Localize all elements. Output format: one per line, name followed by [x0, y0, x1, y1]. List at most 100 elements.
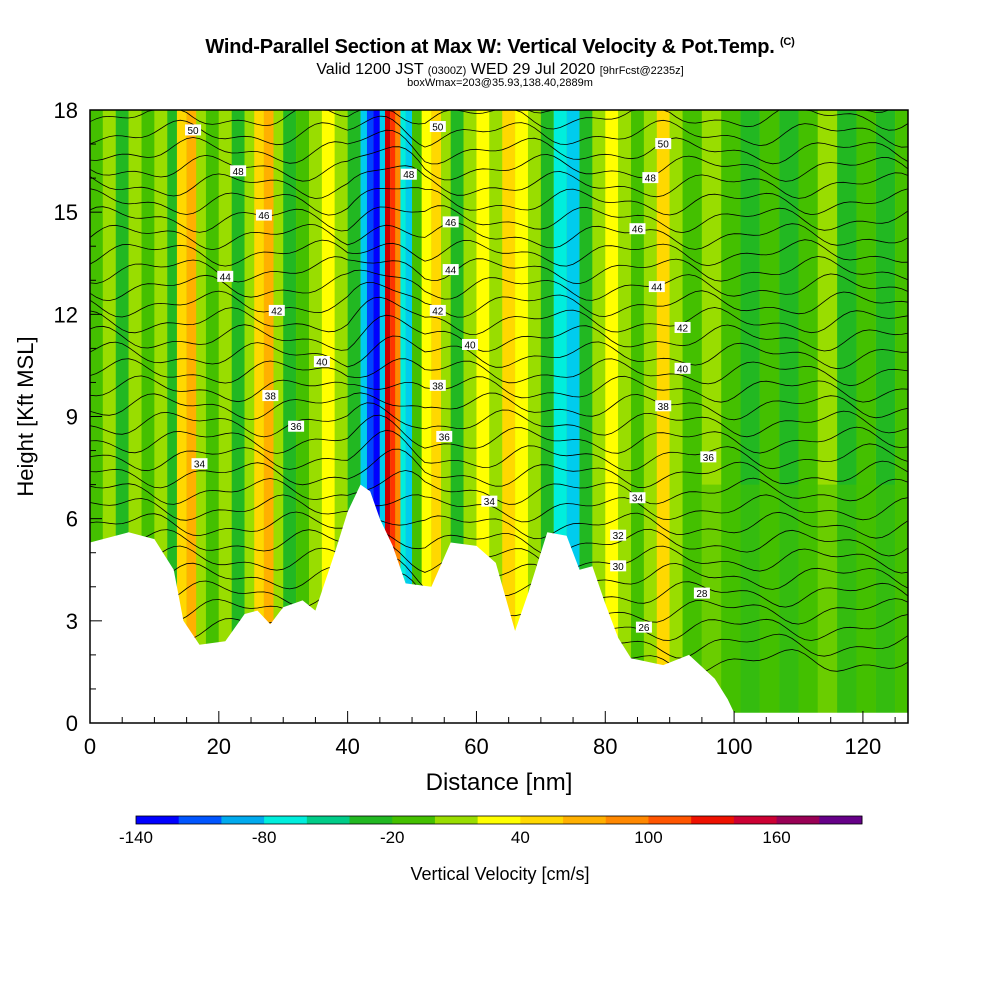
isentrope-label-text: 50 — [658, 140, 670, 151]
y-tick-label: 9 — [66, 405, 78, 430]
x-tick-label: 20 — [207, 734, 231, 759]
velocity-band — [631, 110, 644, 723]
isentrope-line — [89, 269, 909, 302]
colorbar-swatch — [221, 816, 265, 824]
isentrope-label: 36 — [700, 451, 717, 464]
colorbar-swatch — [691, 816, 735, 824]
colorbar-swatch — [477, 816, 521, 824]
isentrope-line — [89, 314, 909, 352]
isentrope-label-text: 32 — [613, 531, 625, 542]
colorbar-swatch — [264, 816, 308, 824]
isentrope-label: 46 — [629, 223, 646, 236]
isentrope-label-text: 48 — [403, 170, 415, 181]
velocity-band — [384, 110, 391, 723]
isentrope-label: 44 — [217, 270, 234, 283]
isentrope-label: 50 — [185, 124, 202, 137]
y-tick-label: 0 — [66, 711, 78, 736]
x-axis: 0 20 40 60 80 100 120 — [84, 711, 896, 759]
isentrope-line — [89, 165, 909, 199]
isentrope-labels: 50 48 46 44 42 40 38 36 34 50 48 46 44 42 40 38 36 34 50 48… — [185, 121, 717, 634]
isentrope-line — [89, 187, 909, 216]
velocity-band — [360, 110, 367, 723]
colorbar-tick-label: 40 — [511, 828, 530, 847]
colorbar-swatch — [520, 816, 564, 824]
y-tick-label: 6 — [66, 507, 78, 532]
isentrope-label-text: 50 — [187, 126, 199, 137]
isentrope-label: 46 — [442, 216, 459, 229]
y-tick-label: 3 — [66, 609, 78, 634]
colorbar-swatch — [648, 816, 692, 824]
isentrope-label-text: 50 — [432, 123, 444, 134]
isentrope-label-text: 26 — [638, 623, 650, 634]
isentrope-label: 44 — [442, 264, 459, 277]
isentrope-label-text: 34 — [632, 494, 644, 505]
y-tick-label: 15 — [54, 200, 78, 225]
velocity-band — [701, 484, 908, 723]
isentrope-line — [89, 115, 909, 148]
isentrope-label: 46 — [255, 209, 272, 222]
colorbar: -140 -80 -20 40 100 160 — [119, 815, 863, 847]
isentrope-line — [89, 414, 909, 454]
velocity-band — [205, 110, 219, 723]
colorbar-swatch — [776, 816, 820, 824]
y-axis: 0 3 6 9 12 15 18 — [54, 98, 102, 736]
colorbar-swatch — [178, 816, 222, 824]
y-tick-label: 12 — [54, 302, 78, 327]
isentrope-label: 34 — [191, 458, 208, 471]
colorbar-swatch — [434, 816, 479, 824]
x-tick-label: 40 — [335, 734, 359, 759]
isentrope-label-text: 36 — [291, 422, 303, 433]
colorbar-swatch — [733, 816, 778, 824]
isentrope-line — [89, 402, 909, 438]
x-tick-label: 60 — [464, 734, 488, 759]
isentrope-line — [89, 335, 909, 370]
isentrope-label-text: 44 — [651, 283, 663, 294]
velocity-band — [592, 110, 606, 723]
colorbar-swatch — [563, 816, 607, 824]
isentrope-line — [89, 528, 909, 557]
isentrope-line — [89, 222, 909, 251]
velocity-band — [263, 110, 274, 723]
chart-title-text: Wind-Parallel Section at Max W: Vertical… — [205, 36, 775, 58]
isentrope-label-text: 40 — [677, 364, 689, 375]
isentrope-label: 34 — [481, 495, 498, 508]
velocity-band — [643, 110, 657, 723]
velocity-band — [441, 110, 451, 723]
isentrope-line — [89, 358, 909, 387]
isentrope-label: 38 — [429, 379, 446, 392]
isentrope-label: 34 — [629, 492, 646, 505]
velocity-band — [379, 110, 385, 723]
colorbar-tick-label: -80 — [252, 828, 277, 847]
isentrope-line — [89, 296, 909, 335]
isentrope-label-text: 38 — [432, 381, 444, 392]
velocity-band — [366, 110, 374, 723]
isentrope-label: 50 — [429, 121, 446, 134]
colorbar-swatch — [819, 816, 863, 824]
colorbar-tick-label: 160 — [762, 828, 790, 847]
velocity-band — [373, 110, 380, 723]
isentrope-label-text: 38 — [265, 392, 277, 403]
isentrope-label-text: 44 — [445, 266, 457, 277]
velocity-band — [273, 110, 284, 723]
chart-title: Wind-Parallel Section at Max W: Vertical… — [0, 36, 1000, 59]
colorbar-swatch — [605, 816, 649, 824]
isentrope-label: 32 — [610, 529, 627, 542]
colorbar-tick-label: 100 — [634, 828, 662, 847]
isentrope-label-text: 46 — [258, 211, 270, 222]
y-tick-label: 18 — [54, 98, 78, 123]
isentrope-label-text: 30 — [613, 562, 625, 573]
isentrope-line — [89, 239, 909, 267]
isentrope-label-text: 34 — [194, 460, 206, 471]
isentrope-line — [89, 392, 909, 421]
isentrope-line — [89, 448, 909, 489]
x-tick-label: 0 — [84, 734, 96, 759]
isentrope-label-text: 42 — [677, 323, 689, 334]
isentrope-label: 30 — [610, 560, 627, 573]
velocity-band — [405, 110, 413, 723]
isentrope-line — [89, 541, 909, 574]
valid-date: WED 29 Jul 2020 — [470, 61, 596, 78]
velocity-band — [283, 110, 297, 723]
isentrope-label-text: 36 — [703, 453, 715, 464]
velocity-band — [400, 110, 406, 723]
